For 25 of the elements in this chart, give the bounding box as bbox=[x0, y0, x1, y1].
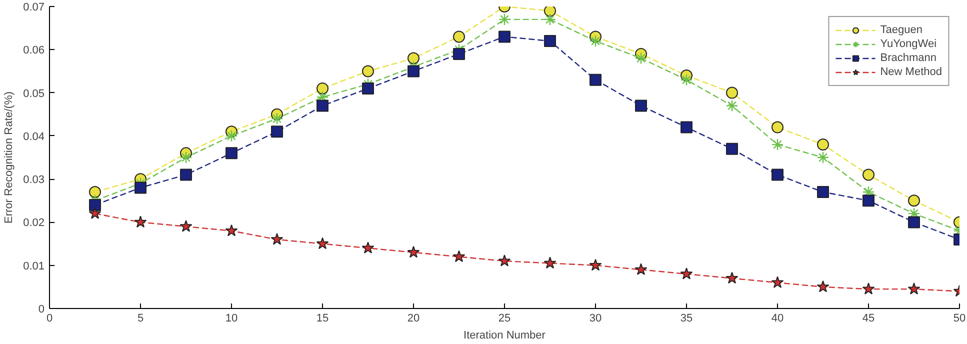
x-tick-label: 25 bbox=[498, 312, 511, 324]
x-tick-label: 30 bbox=[589, 312, 602, 324]
y-tick-label: 0.02 bbox=[23, 217, 45, 230]
y-tick-label: 0.07 bbox=[23, 2, 45, 14]
x-tick-label: 10 bbox=[225, 312, 238, 324]
y-tick-label: 0.06 bbox=[23, 44, 45, 57]
legend-label: YuYongWei bbox=[880, 37, 937, 51]
x-tick-label: 0 bbox=[46, 312, 53, 324]
y-tick-label: 0.05 bbox=[23, 88, 45, 100]
x-tick-label: 5 bbox=[137, 312, 144, 324]
y-tick-label: 0.01 bbox=[23, 260, 45, 272]
x-tick-label: 45 bbox=[862, 312, 875, 324]
x-tick-label: 35 bbox=[680, 312, 693, 324]
x-tick-label: 15 bbox=[316, 312, 329, 324]
legend-label: Brachmann bbox=[880, 51, 936, 65]
legend-label: New Method bbox=[880, 65, 942, 79]
x-tick-label: 20 bbox=[407, 312, 420, 324]
x-tick-label: 50 bbox=[953, 312, 966, 324]
y-axis-title: Error Recognition Rate/(%) bbox=[3, 91, 16, 224]
y-tick-label: 0.03 bbox=[23, 174, 45, 186]
x-tick-label: 40 bbox=[771, 312, 784, 324]
y-tick-label: 0 bbox=[38, 304, 45, 316]
legend-label: Taeguen bbox=[880, 23, 922, 37]
y-tick-label: 0.04 bbox=[23, 130, 45, 143]
x-axis-title: Iteration Number bbox=[464, 330, 546, 342]
